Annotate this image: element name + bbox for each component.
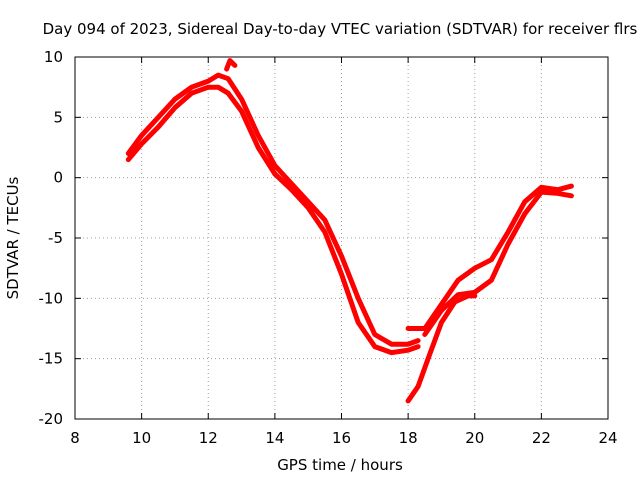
axis-ticks — [74, 56, 609, 420]
series-line-band-upper — [125, 72, 421, 347]
series-line-descent-branch — [405, 293, 478, 404]
y-tick-label: 0 — [53, 169, 63, 187]
x-tick-label: 10 — [132, 429, 151, 447]
y-tick-label: -20 — [39, 410, 64, 428]
plot-series — [125, 58, 574, 404]
y-tick-label: -5 — [48, 229, 63, 247]
x-tick-label: 12 — [199, 429, 218, 447]
x-tick-label: 22 — [532, 429, 551, 447]
x-tick-label: 20 — [465, 429, 484, 447]
y-tick-label: 5 — [53, 108, 63, 126]
axis-tick-labels: 8 10 12 14 16 18 20 22 24 -20 -15 -10 -5 0 5 10 — [39, 48, 618, 447]
x-tick-label: 24 — [598, 429, 617, 447]
chart-title: Day 094 of 2023, Sidereal Day-to-day VTE… — [43, 20, 638, 38]
series-line-recovery-upper — [405, 183, 574, 331]
x-tick-label: 14 — [265, 429, 284, 447]
x-axis-label: GPS time / hours — [277, 456, 403, 474]
grid-lines — [75, 57, 608, 419]
series-line-recovery-lower — [422, 189, 574, 337]
series-line-spike — [224, 58, 238, 72]
series-line-band-lower — [125, 84, 421, 356]
y-axis-label: SDTVAR / TECUs — [4, 176, 22, 299]
x-tick-label: 16 — [332, 429, 351, 447]
x-tick-label: 18 — [399, 429, 418, 447]
y-tick-label: 10 — [44, 48, 63, 66]
y-tick-label: -10 — [39, 289, 64, 307]
y-tick-label: -15 — [39, 350, 64, 368]
x-tick-label: 8 — [70, 429, 80, 447]
